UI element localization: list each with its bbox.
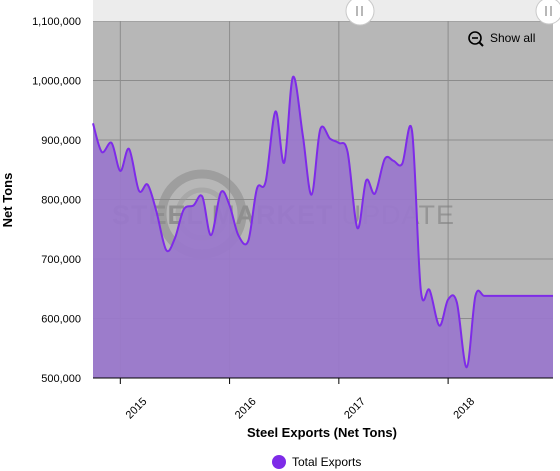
series-area-total-exports xyxy=(93,76,553,379)
grip-icon[interactable] xyxy=(345,0,375,26)
show-all-label[interactable]: Show all xyxy=(490,31,535,45)
y-tick-label: 1,100,000 xyxy=(32,16,81,28)
navigator-handle-left[interactable] xyxy=(345,0,375,26)
legend-label-total-exports[interactable]: Total Exports xyxy=(292,455,361,469)
range-navigator[interactable] xyxy=(93,0,560,26)
y-axis-title: Net Tons xyxy=(0,173,15,228)
y-tick-label: 1,000,000 xyxy=(32,76,81,88)
x-tick-label: 2017 xyxy=(342,396,368,422)
x-axis-ticks: 2015 2016 2017 2018 xyxy=(119,378,477,422)
navigator-handle-right[interactable] xyxy=(535,0,560,25)
legend[interactable]: Total Exports xyxy=(272,455,361,469)
x-axis-title: Steel Exports (Net Tons) xyxy=(247,425,397,440)
show-all-button[interactable]: Show all xyxy=(468,31,535,47)
series-line-total-exports xyxy=(92,75,553,369)
x-tick-label: 2018 xyxy=(451,396,477,422)
y-tick-label: 700,000 xyxy=(41,254,81,266)
y-tick-label: 600,000 xyxy=(41,314,81,326)
navigator-track[interactable] xyxy=(93,0,553,21)
y-axis-ticks: 500,000 600,000 700,000 800,000 900,000 1,000… xyxy=(32,16,81,385)
y-tick-label: 500,000 xyxy=(41,373,81,385)
legend-marker[interactable] xyxy=(272,455,286,469)
x-tick-label: 2015 xyxy=(124,396,150,422)
y-tick-label: 900,000 xyxy=(41,135,81,147)
y-tick-label: 800,000 xyxy=(41,195,81,207)
zoom-out-icon xyxy=(468,31,482,45)
grip-icon[interactable] xyxy=(535,0,560,25)
x-tick-label: 2016 xyxy=(233,396,259,422)
